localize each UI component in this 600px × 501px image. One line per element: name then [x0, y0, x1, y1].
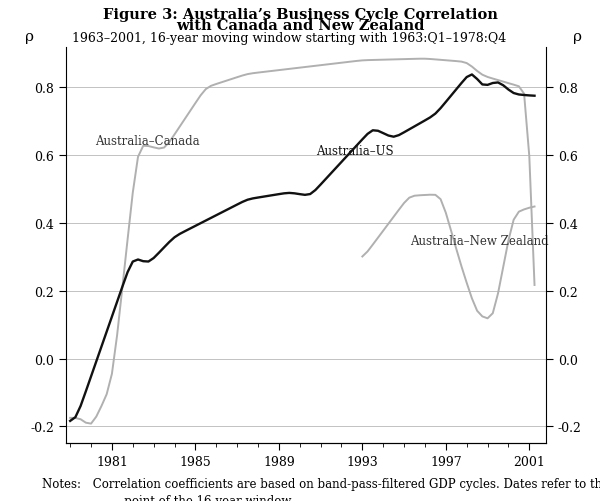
Text: ρ: ρ — [25, 30, 35, 44]
Text: with Canada and New Zealand: with Canada and New Zealand — [176, 19, 424, 33]
Text: 1963–2001, 16-year moving window starting with 1963:Q1–1978:Q4: 1963–2001, 16-year moving window startin… — [72, 32, 506, 45]
Text: Figure 3: Australia’s Business Cycle Correlation: Figure 3: Australia’s Business Cycle Cor… — [103, 8, 497, 22]
Text: Australia–New Zealand: Australia–New Zealand — [410, 234, 549, 247]
Text: Notes: Correlation coefficients are based on band-pass-filtered GDP cycles. Date: Notes: Correlation coefficients are base… — [42, 477, 600, 501]
Text: ρ: ρ — [573, 30, 582, 44]
Text: Australia–Canada: Australia–Canada — [95, 134, 200, 147]
Text: Australia–US: Australia–US — [316, 145, 394, 157]
